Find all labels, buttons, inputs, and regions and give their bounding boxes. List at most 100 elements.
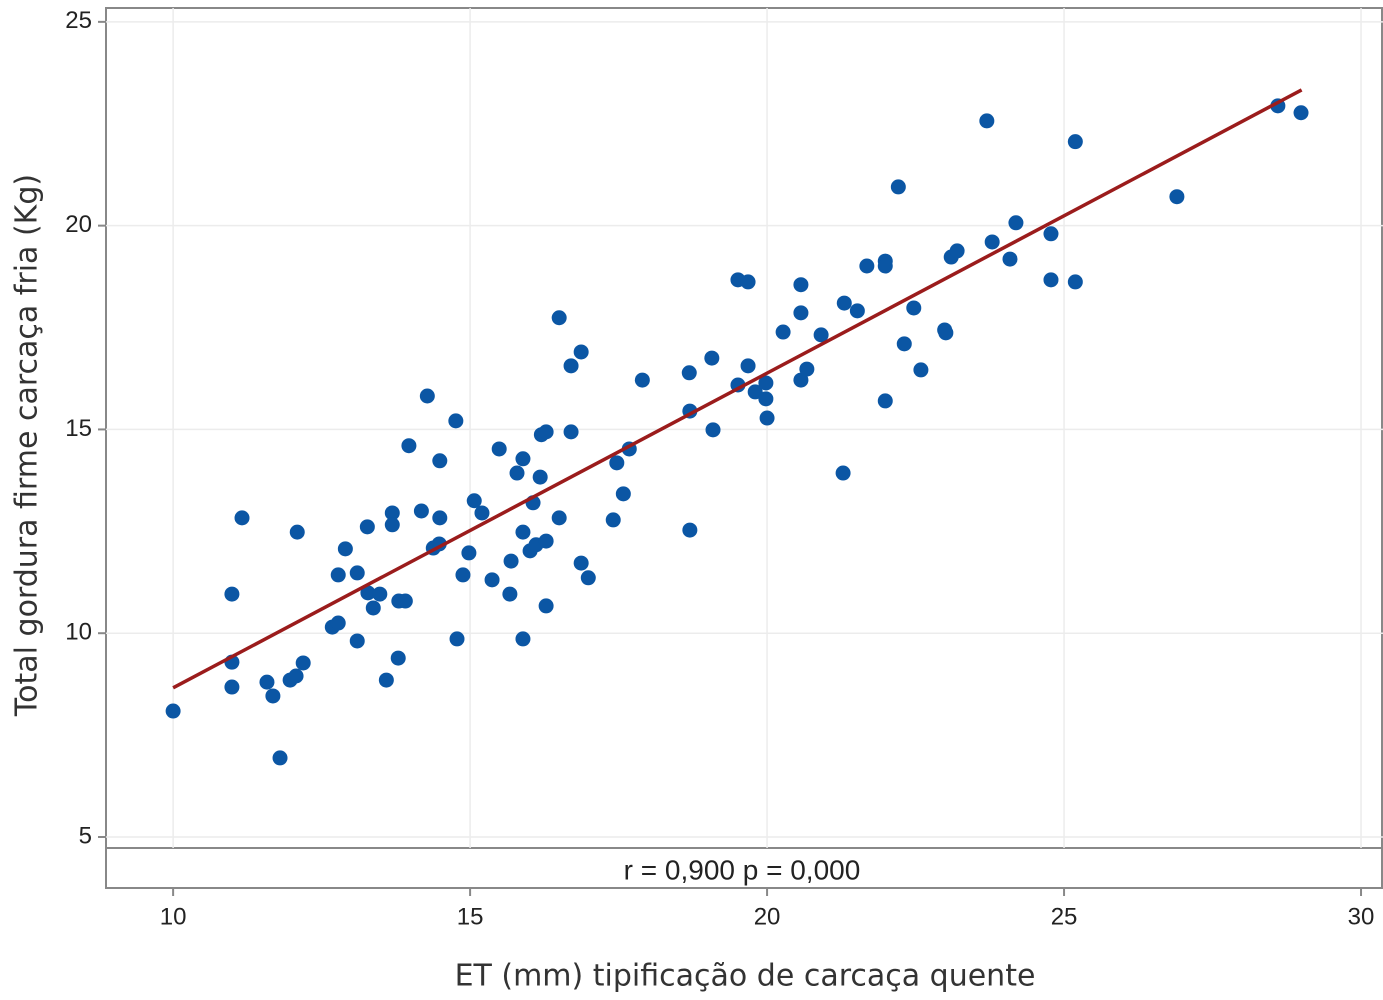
x-axis-label: ET (mm) tipificação de carcaça quente [455,959,1036,994]
data-point [704,350,720,366]
data-point [330,615,346,631]
x-tick-label: 20 [754,903,781,930]
data-point [859,258,875,274]
data-point [419,388,435,404]
data-point [775,324,791,340]
data-point [681,365,697,381]
data-point [224,586,240,602]
data-point [1067,274,1083,290]
y-axis-label: Total gordura firme carcaça fria (Kg) [10,174,45,717]
annotation: r = 0,900 p = 0,000 [624,854,861,885]
data-point [793,372,809,388]
data-point [491,441,507,457]
data-point [224,679,240,695]
data-point [573,344,589,360]
data-point [835,465,851,481]
data-point [384,505,400,521]
data-point [938,325,954,341]
data-point [759,410,775,426]
data-point [265,688,281,704]
y-tick-label: 10 [65,619,92,646]
data-point [849,303,865,319]
data-point [758,391,774,407]
data-point [502,586,518,602]
data-point [360,585,376,601]
data-point [1043,272,1059,288]
y-tick-label: 5 [79,822,92,849]
plot-frame [105,7,1383,889]
y-tick-label: 15 [65,415,92,442]
data-point [1043,226,1059,242]
data-point [538,424,554,440]
data-point [580,570,596,586]
data-point [259,674,275,690]
data-point [359,519,375,535]
data-point [890,179,906,195]
data-point [949,243,965,259]
data-point [288,668,304,684]
data-point [799,361,815,377]
data-point [448,413,464,429]
data-point [390,650,406,666]
data-point [461,545,477,561]
data-point [979,113,995,129]
data-point [503,553,519,569]
data-point [330,567,346,583]
data-point [793,277,809,293]
data-point [705,422,721,438]
data-point [984,234,1000,250]
data-point [295,655,311,671]
data-point [365,600,381,616]
data-point [401,438,417,454]
data-point [615,486,631,502]
data-point [378,672,394,688]
data-point [474,505,490,521]
data-point [906,300,922,316]
data-point [349,565,365,581]
data-point [1293,105,1309,121]
data-point [165,703,181,719]
data-point [740,274,756,290]
data-point [515,631,531,647]
data-point [538,533,554,549]
data-point [609,455,625,471]
data-point [1002,251,1018,267]
data-point [466,493,482,509]
y-tick-label: 20 [65,211,92,238]
data-point [793,305,809,321]
data-point [384,517,400,533]
data-point [432,453,448,469]
data-point [337,541,353,557]
data-point [234,510,250,526]
data-point [1169,189,1185,205]
data-point [349,633,365,649]
data-point [509,465,525,481]
data-point [515,524,531,540]
data-point [532,469,548,485]
data-point [538,598,554,614]
data-point [634,372,650,388]
x-tick-label: 10 [160,903,187,930]
data-point [551,510,567,526]
data-point [563,358,579,374]
data-point [551,310,567,326]
data-point [682,522,698,538]
data-point [740,358,756,374]
y-tick-label: 25 [65,7,92,34]
data-point [397,593,413,609]
data-point [1067,134,1083,150]
data-point [413,503,429,519]
data-point [877,393,893,409]
data-point [877,258,893,274]
data-point [563,424,579,440]
data-point [449,631,465,647]
data-point [836,295,852,311]
x-tick-label: 25 [1051,903,1078,930]
data-point [455,567,471,583]
data-point [896,336,912,352]
data-point [484,572,500,588]
data-point [289,524,305,540]
fit-line [172,88,1303,690]
x-tick-label: 30 [1348,903,1375,930]
